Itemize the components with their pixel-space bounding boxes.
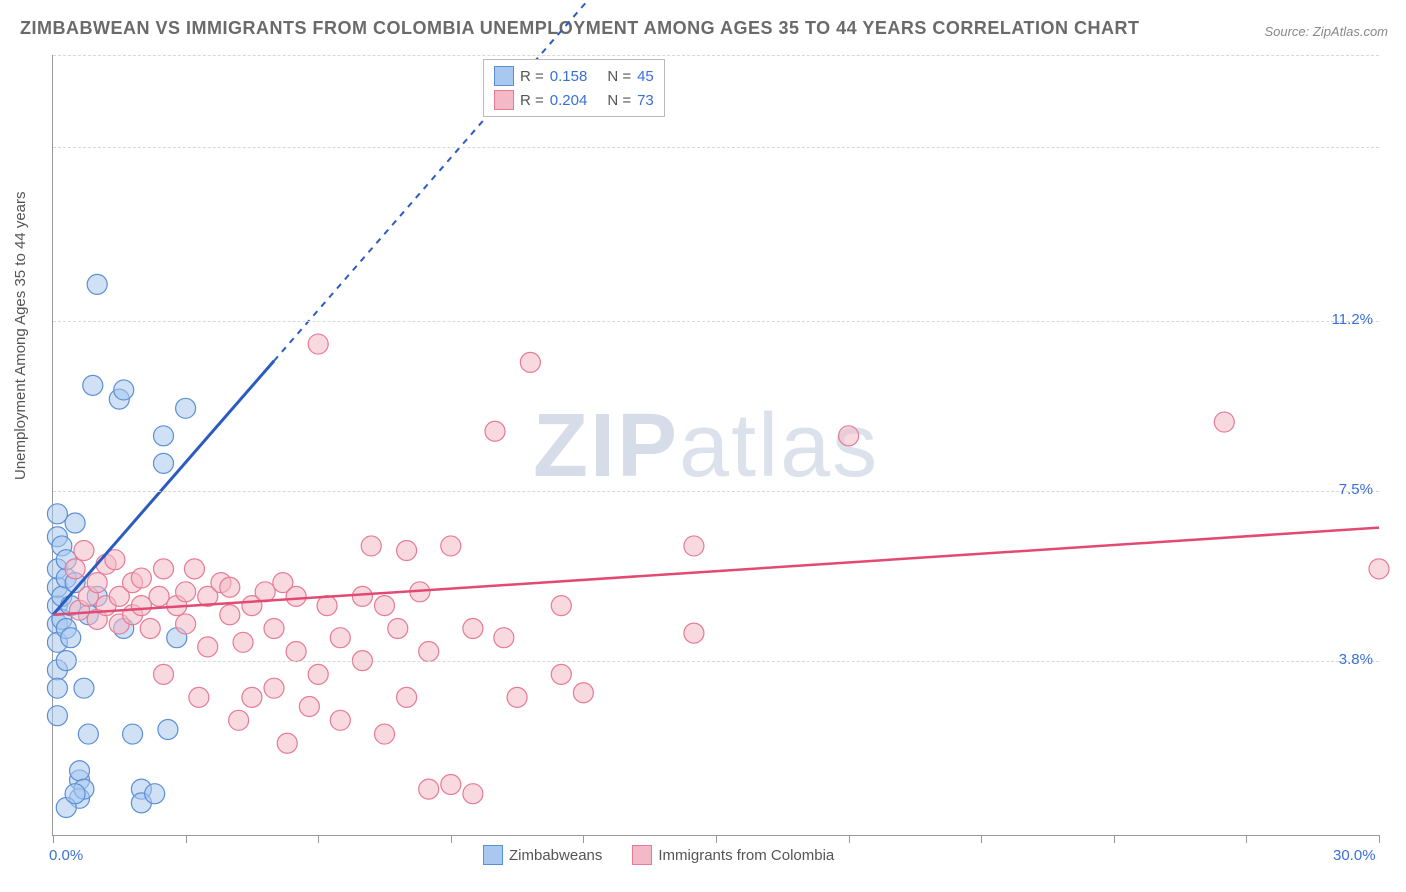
data-point: [388, 619, 408, 639]
data-point: [277, 733, 297, 753]
legend-swatch: [632, 845, 652, 865]
y-tick-label: 11.2%: [1332, 311, 1373, 328]
data-point: [255, 582, 275, 602]
data-point: [131, 596, 151, 616]
legend-label: Immigrants from Colombia: [658, 847, 834, 864]
data-point: [154, 426, 174, 446]
data-point: [78, 724, 98, 744]
data-point: [65, 559, 85, 579]
data-point: [74, 541, 94, 561]
data-point: [684, 536, 704, 556]
data-point: [419, 779, 439, 799]
data-point: [397, 687, 417, 707]
data-point: [375, 596, 395, 616]
data-point: [176, 614, 196, 634]
data-point: [242, 687, 262, 707]
legend-swatch: [483, 845, 503, 865]
data-point: [441, 536, 461, 556]
data-point: [286, 586, 306, 606]
data-point: [264, 619, 284, 639]
data-point: [158, 719, 178, 739]
source-label: Source: ZipAtlas.com: [1264, 24, 1388, 39]
data-point: [70, 761, 90, 781]
data-point: [308, 334, 328, 354]
data-point: [264, 678, 284, 698]
data-point: [61, 628, 81, 648]
data-point: [330, 628, 350, 648]
data-point: [520, 352, 540, 372]
legend-swatch: [494, 66, 514, 86]
legend-row: R = 0.158N = 45: [494, 64, 654, 88]
data-point: [154, 453, 174, 473]
y-axis-label: Unemployment Among Ages 35 to 44 years: [12, 191, 29, 480]
data-point: [551, 596, 571, 616]
legend-label: Zimbabweans: [509, 847, 602, 864]
data-point: [361, 536, 381, 556]
y-tick-label: 3.8%: [1339, 651, 1373, 668]
x-tick-label: 30.0%: [1333, 847, 1376, 864]
legend-item: Zimbabweans: [483, 845, 602, 865]
data-point: [233, 632, 253, 652]
data-point: [220, 605, 240, 625]
data-point: [330, 710, 350, 730]
data-point: [229, 710, 249, 730]
data-point: [140, 619, 160, 639]
data-point: [1214, 412, 1234, 432]
data-point: [419, 641, 439, 661]
data-point: [47, 504, 67, 524]
x-tick-label: 0.0%: [49, 847, 83, 864]
legend-row: R = 0.204N = 73: [494, 88, 654, 112]
data-point: [684, 623, 704, 643]
data-point: [494, 628, 514, 648]
data-point: [154, 559, 174, 579]
data-point: [551, 664, 571, 684]
legend-swatch: [494, 90, 514, 110]
data-point: [47, 706, 67, 726]
data-point: [507, 687, 527, 707]
plot-area: ZIPatlas R = 0.158N = 45 R = 0.204N = 73…: [52, 55, 1379, 836]
data-point: [441, 775, 461, 795]
data-point: [65, 513, 85, 533]
data-point: [154, 664, 174, 684]
data-point: [839, 426, 859, 446]
data-point: [286, 641, 306, 661]
data-point: [352, 586, 372, 606]
legend-item: Immigrants from Colombia: [632, 845, 834, 865]
data-point: [397, 541, 417, 561]
data-point: [1369, 559, 1389, 579]
data-point: [131, 568, 151, 588]
data-point: [145, 784, 165, 804]
data-point: [47, 678, 67, 698]
legend-series: Zimbabweans Immigrants from Colombia: [483, 845, 834, 865]
data-point: [220, 577, 240, 597]
legend-correlation: R = 0.158N = 45 R = 0.204N = 73: [483, 59, 665, 117]
data-point: [176, 582, 196, 602]
y-tick-label: 7.5%: [1339, 481, 1373, 498]
data-point: [198, 637, 218, 657]
data-point: [176, 398, 196, 418]
data-point: [463, 619, 483, 639]
data-point: [114, 380, 134, 400]
data-point: [308, 664, 328, 684]
data-point: [573, 683, 593, 703]
data-point: [87, 573, 107, 593]
data-point: [189, 687, 209, 707]
data-point: [149, 586, 169, 606]
data-point: [375, 724, 395, 744]
chart-title: ZIMBABWEAN VS IMMIGRANTS FROM COLOMBIA U…: [20, 18, 1140, 39]
data-point: [317, 596, 337, 616]
data-point: [463, 784, 483, 804]
data-point: [65, 784, 85, 804]
data-point: [485, 421, 505, 441]
data-point: [74, 678, 94, 698]
chart-svg: [53, 55, 1379, 835]
data-point: [87, 274, 107, 294]
data-point: [184, 559, 204, 579]
data-point: [123, 724, 143, 744]
data-point: [299, 697, 319, 717]
data-point: [83, 375, 103, 395]
